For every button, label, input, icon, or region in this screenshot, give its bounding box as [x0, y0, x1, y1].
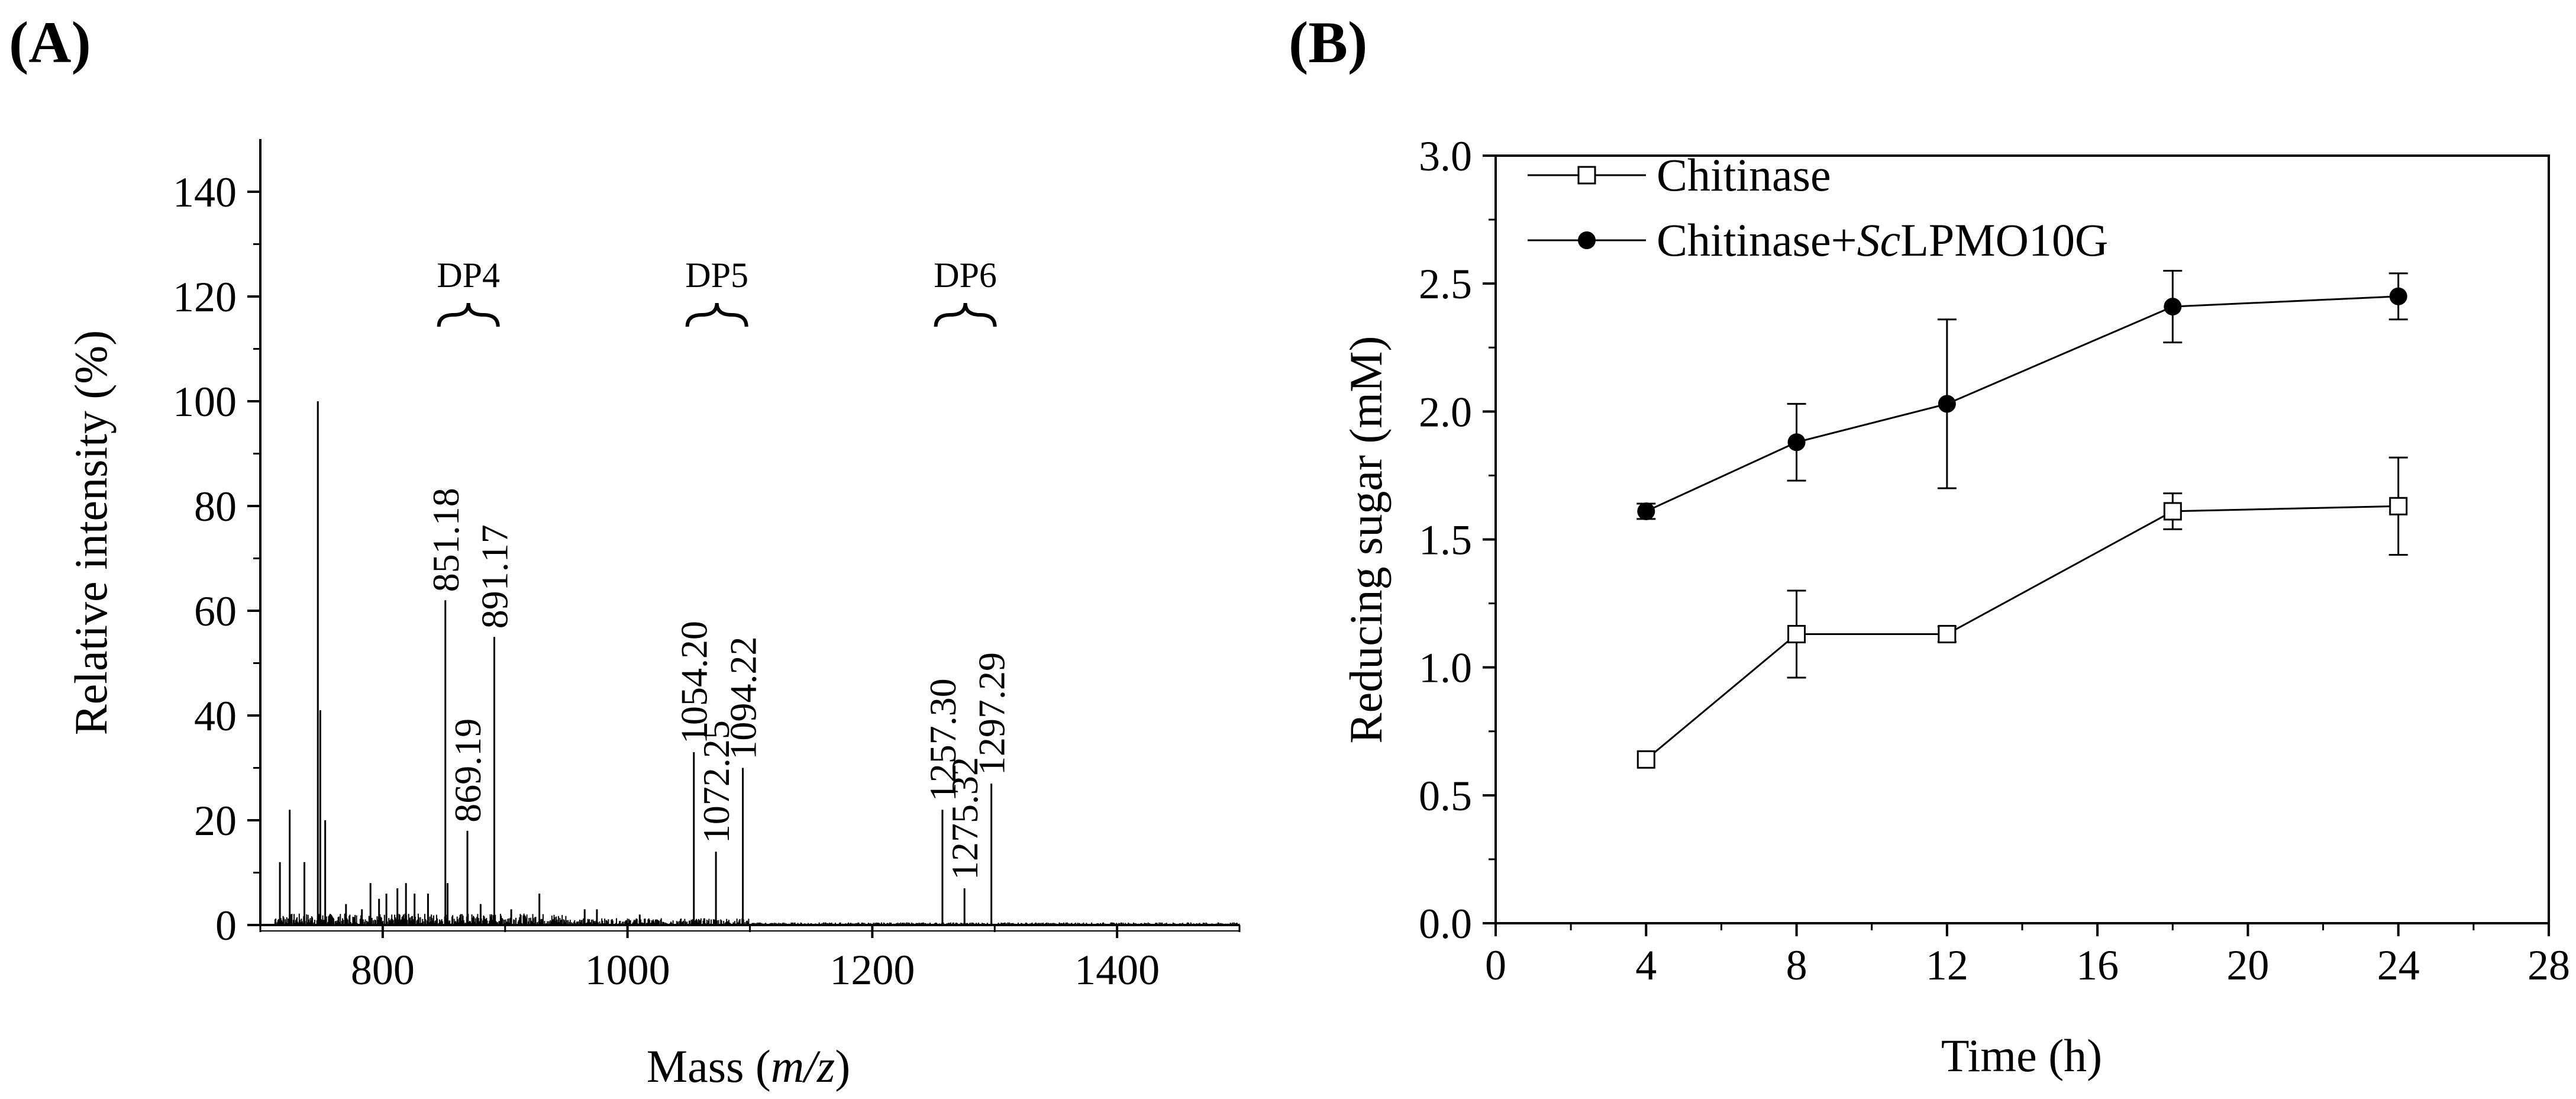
panel-b-point-chitinase	[1787, 624, 1806, 643]
legend-marker-chitinase	[1577, 166, 1596, 185]
panel-a-peaks	[279, 401, 993, 925]
panel-b-y-title: Reducing sugar (mM)	[1340, 336, 1392, 744]
panel-b-y-tick-label: 2.0	[1419, 388, 1472, 436]
panel-a-peak-label: 1297.29	[971, 652, 1013, 775]
panel-a-dp-brace	[437, 302, 500, 327]
panel-b-x-ticks: 0 4 8 12 16 20 24 28	[1485, 923, 2570, 989]
panel-a-y-tick-label: 120	[173, 273, 237, 321]
panel-a-x-title-part2: m/z	[771, 1040, 835, 1092]
panel-b-y-tick-label: 0.0	[1419, 900, 1472, 947]
panel-a-x-title-part3: )	[835, 1040, 850, 1092]
panel-b-x-tick-label: 4	[1635, 942, 1657, 989]
panel-b-y-tick-label: 1.5	[1419, 517, 1472, 564]
panel-a-noise-trace	[274, 913, 1240, 925]
panel-b-point-chitinase	[2163, 502, 2182, 521]
panel-b-x-tick-label: 16	[2076, 942, 2119, 989]
panel-b-x-tick-label: 20	[2226, 942, 2269, 989]
panel-a-peak-label: 1257.30	[922, 678, 964, 801]
legend-label-chitinase: Chitinase	[1657, 149, 1831, 201]
panel-b-series-line-0	[1645, 505, 2399, 760]
panel-a-y-tick-label: 140	[173, 169, 237, 216]
panel-a-y-tick-label: 100	[173, 378, 237, 426]
panel-a-x-tick-label: 1000	[585, 946, 670, 994]
panel-a-dp-label: DP5	[685, 256, 748, 295]
panel-a-peak-label: 1275.32	[944, 757, 986, 880]
panel-a-y-tick-label: 20	[194, 797, 237, 845]
panel-a-x-tick-label: 1200	[829, 946, 915, 994]
panel-a-baseline-noise	[274, 913, 1240, 925]
legend-label-chitinase-lpmo: Chitinase+ScLPMO10G	[1657, 214, 2108, 266]
panel-a-y-tick-label: 60	[194, 588, 237, 635]
panel-a-dp-brace	[685, 302, 748, 327]
panel-a-x-title: Mass (m/z)	[647, 1040, 851, 1092]
panel-a-label: (A)	[9, 9, 91, 75]
panel-b-series-line-1	[1645, 295, 2399, 513]
panel-a-y-ticks: 0 20 40 60 80 100 120 140	[173, 169, 260, 949]
panel-b-point-chitinase-lpmo	[2164, 298, 2182, 316]
panel-b-y-tick-label: 2.5	[1419, 260, 1472, 308]
panel-a-plot-area: 0 20 40 60 80 100 120 140 800 1000 1200 1400 851.1…	[173, 139, 1241, 994]
panel-b-x-tick-label: 8	[1786, 942, 1807, 989]
panel-b-y-ticks: 0.0 0.5 1.0 1.5 2.0 2.5 3.0	[1419, 133, 1496, 947]
panel-b-label: (B)	[1289, 9, 1367, 75]
panel-b-point-chitinase-lpmo	[2389, 287, 2407, 305]
panel-a-peak-label: 851.18	[425, 488, 467, 592]
legend-marker-chitinase-lpmo	[1578, 231, 1596, 249]
panel-a-peak-label: 1072.25	[695, 720, 737, 843]
panel-b-legend: Chitinase Chitinase+ScLPMO10G	[1528, 149, 2108, 266]
panel-a-y-tick-label: 40	[194, 692, 237, 740]
panel-b-point-chitinase	[1938, 624, 1957, 643]
panel-b: (B) 0.00.51.01.52.02.53.0 0 4 8 12 16 20 24 28 …	[1289, 9, 2570, 1081]
panel-a-x-tick-label: 1400	[1074, 946, 1160, 994]
panel-a-peak-label: 1094.22	[722, 637, 764, 760]
panel-b-point-chitinase	[2389, 497, 2408, 515]
panel-b-x-tick-label: 12	[1926, 942, 1968, 989]
panel-a-peak-label: 891.17	[473, 524, 515, 629]
panel-a: (A) 0 20 40 60 80 100 120 140 800 1000 1200 1400 8…	[9, 9, 1241, 1092]
panel-b-x-tick-label: 24	[2377, 942, 2420, 989]
panel-a-x-tick-label: 800	[351, 946, 415, 994]
panel-b-x-title: Time (h)	[1941, 1030, 2102, 1081]
panel-b-point-chitinase	[1636, 750, 1655, 769]
legend-label-lpmo-part2: Sc	[1857, 214, 1901, 266]
panel-a-y-tick-label: 0	[215, 902, 237, 949]
legend-label-lpmo-part3: LPMO10G	[1900, 214, 2108, 266]
panel-a-peak-label: 1054.20	[673, 621, 715, 744]
panel-a-dp-annotations: DP4 DP5 DP6	[437, 256, 997, 327]
panel-a-dp-label: DP6	[934, 256, 997, 295]
panel-b-frame	[1494, 154, 2550, 924]
panel-b-y-tick-label: 3.0	[1419, 133, 1472, 180]
panel-b-series	[1636, 270, 2408, 769]
legend-label-lpmo-part1: Chitinase+	[1657, 214, 1857, 266]
panel-b-x-tick-label: 0	[1485, 942, 1506, 989]
panel-a-dp-label: DP4	[437, 256, 500, 295]
panel-a-y-tick-label: 80	[194, 483, 237, 530]
panel-a-x-ticks: 800 1000 1200 1400	[259, 925, 1241, 994]
panel-a-x-title-part1: Mass (	[647, 1040, 771, 1092]
panel-b-y-tick-label: 0.5	[1419, 772, 1472, 820]
panel-a-peak-label: 869.19	[447, 718, 489, 823]
panel-b-y-tick-label: 1.0	[1419, 644, 1472, 692]
legend-label-chitinase-part1: Chitinase	[1657, 149, 1831, 201]
panel-a-y-title: Relative intensity (%)	[65, 330, 117, 735]
panel-b-x-tick-label: 28	[2527, 942, 2570, 989]
panel-b-plot-area: 0.0 0.5 1.0 1.5 2.0 2.5 3.0 0 4 8 12 16 20 24 28	[1419, 133, 2570, 989]
panel-b-point-chitinase-lpmo	[1938, 395, 1956, 413]
panel-b-point-chitinase-lpmo	[1637, 502, 1655, 520]
panel-b-point-chitinase-lpmo	[1787, 433, 1806, 452]
panel-a-dp-brace	[934, 302, 997, 327]
